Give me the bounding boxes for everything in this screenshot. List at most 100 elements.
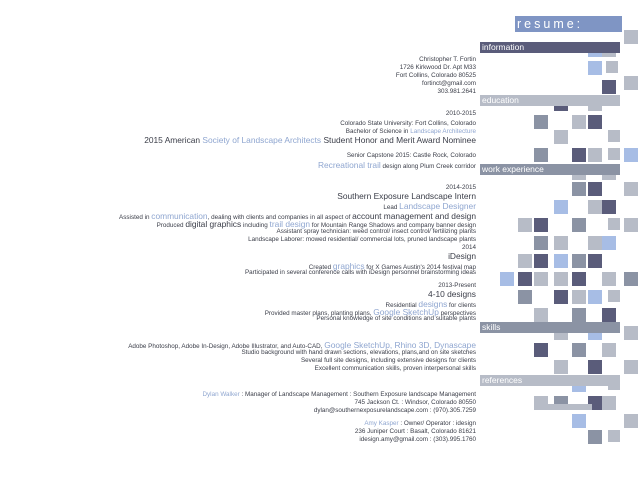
decorative-square: [572, 414, 586, 428]
job3-years: 2013-Present: [438, 282, 476, 289]
decorative-square: [588, 254, 602, 268]
decorative-square: [572, 308, 586, 322]
decorative-square: [624, 148, 638, 162]
decorative-square: [572, 182, 586, 196]
job3-line1: Residential designs for clients: [385, 299, 476, 309]
info-email: fortinct@gmail.com: [422, 80, 476, 87]
education-capstone: Senior Capstone 2015: Castle Rock, Color…: [346, 152, 476, 159]
decorative-square: [518, 290, 532, 304]
decorative-square: [606, 61, 618, 73]
decorative-square: [572, 290, 586, 304]
decorative-square: [534, 343, 548, 357]
resume-title: resume:: [515, 16, 622, 32]
job1-line4: Landscape Laborer: mowed residential/ co…: [248, 236, 476, 243]
education-degree: Bachelor of Science in Landscape Archite…: [345, 128, 476, 135]
decorative-square: [602, 396, 616, 410]
job1-years: 2014-2015: [445, 184, 476, 191]
job3-line3: Personal knowledge of site conditions an…: [316, 315, 476, 322]
decorative-square: [534, 148, 548, 162]
decorative-square: [554, 272, 568, 286]
job1-lead: Lead Landscape Designer: [383, 201, 476, 211]
decorative-square: [608, 430, 620, 442]
decorative-square: [588, 236, 602, 250]
info-phone: 303.981.2641: [437, 88, 476, 95]
decorative-square: [608, 218, 620, 230]
reference1-address: 745 Jackson Ct. : Windsor, Colorado 8055…: [354, 399, 476, 406]
decorative-square: [554, 254, 568, 268]
decorative-square: [534, 218, 548, 232]
decorative-square: [518, 218, 532, 232]
education-school: Colorado State University: Fort Collins,…: [340, 120, 476, 127]
section-bar-references: references: [480, 375, 620, 386]
decorative-square: [624, 414, 638, 428]
reference2-role: Amy Kasper : Owner/ Operator : idesign: [364, 420, 476, 427]
decorative-square: [534, 236, 548, 250]
decorative-square: [588, 182, 602, 196]
decorative-square: [554, 200, 568, 214]
info-name: Christopher T. Fortin: [419, 56, 476, 63]
job2-years: 2014: [461, 244, 476, 251]
job1-line3: Assistant spray technician: weed control…: [276, 228, 477, 235]
decorative-square: [588, 61, 602, 75]
decorative-square: [624, 272, 638, 286]
decorative-square: [534, 272, 548, 286]
decorative-square: [572, 218, 586, 232]
decorative-square: [624, 182, 638, 196]
skills-line2: Studio background with hand drawn sectio…: [241, 349, 476, 356]
decorative-square: [572, 272, 586, 286]
skills-line1: Adobe Photoshop, Adobe In-Design, Adobe …: [128, 340, 476, 350]
decorative-square: [572, 343, 586, 357]
decorative-square: [572, 115, 586, 129]
section-bar-education: education: [480, 95, 620, 106]
skills-line3: Several full site designs, including ext…: [300, 357, 476, 364]
decorative-square: [602, 308, 616, 322]
decorative-square: [588, 430, 602, 444]
decorative-square: [602, 80, 616, 94]
decorative-square: [534, 254, 548, 268]
decorative-square: [602, 236, 616, 250]
info-address2: Fort Collins, Colorado 80525: [395, 72, 476, 79]
job3-line2: Provided master plans, planting plans, G…: [264, 307, 476, 317]
job1-line2: Produced digital graphics including trai…: [156, 219, 476, 229]
decorative-square: [602, 272, 616, 286]
job1-title: Southern Exposure Landscape Intern: [337, 191, 476, 201]
decorative-square: [608, 130, 620, 142]
reference2-contact: idesign.amy@gmail.com : (303).995.1760: [359, 436, 476, 443]
job1-line1: Assisted in communication, dealing with …: [119, 211, 476, 221]
section-bar-information: information: [480, 42, 620, 53]
decorative-square: [554, 130, 568, 144]
decorative-square: [542, 404, 592, 410]
decorative-square: [624, 218, 638, 232]
decorative-square: [588, 115, 602, 129]
decorative-square: [534, 308, 548, 322]
reference1-role: Dylan Walker : Manager of Landscape Mana…: [202, 391, 476, 398]
job2-title: iDesign: [448, 251, 476, 261]
decorative-square: [572, 254, 586, 268]
decorative-square: [518, 254, 532, 268]
decorative-square: [554, 236, 568, 250]
decorative-square: [554, 360, 568, 374]
decorative-square: [602, 200, 616, 214]
decorative-square: [554, 290, 568, 304]
decorative-square: [624, 326, 638, 340]
decorative-square: [602, 343, 616, 357]
decorative-square: [608, 148, 620, 160]
decorative-square: [624, 360, 638, 374]
job2-line2: Participated in several conference calls…: [244, 269, 476, 276]
info-address1: 1726 Kirkwood Dr. Apt M33: [399, 64, 476, 71]
skills-line4: Excellent communication skills, proven i…: [314, 365, 476, 372]
section-bar-skills: skills: [480, 322, 620, 333]
decorative-square: [588, 148, 602, 162]
decorative-square: [608, 290, 620, 302]
decorative-square: [588, 290, 602, 304]
education-years: 2010-2015: [445, 110, 476, 117]
job3-title: 4-10 designs: [428, 289, 476, 299]
reference1-contact: dylan@southernexposurelandscape.com : (9…: [313, 407, 476, 414]
decorative-square: [624, 30, 638, 44]
education-award: 2015 American Society of Landscape Archi…: [144, 135, 476, 145]
education-trail: Recreational trail design along Plum Cre…: [317, 160, 476, 170]
decorative-square: [588, 360, 602, 374]
decorative-square: [518, 272, 532, 286]
job2-line1: Created graphics for X Games Austin's 20…: [308, 261, 476, 271]
reference2-address: 236 Juniper Court : Basalt, Colorado 816…: [354, 428, 476, 435]
